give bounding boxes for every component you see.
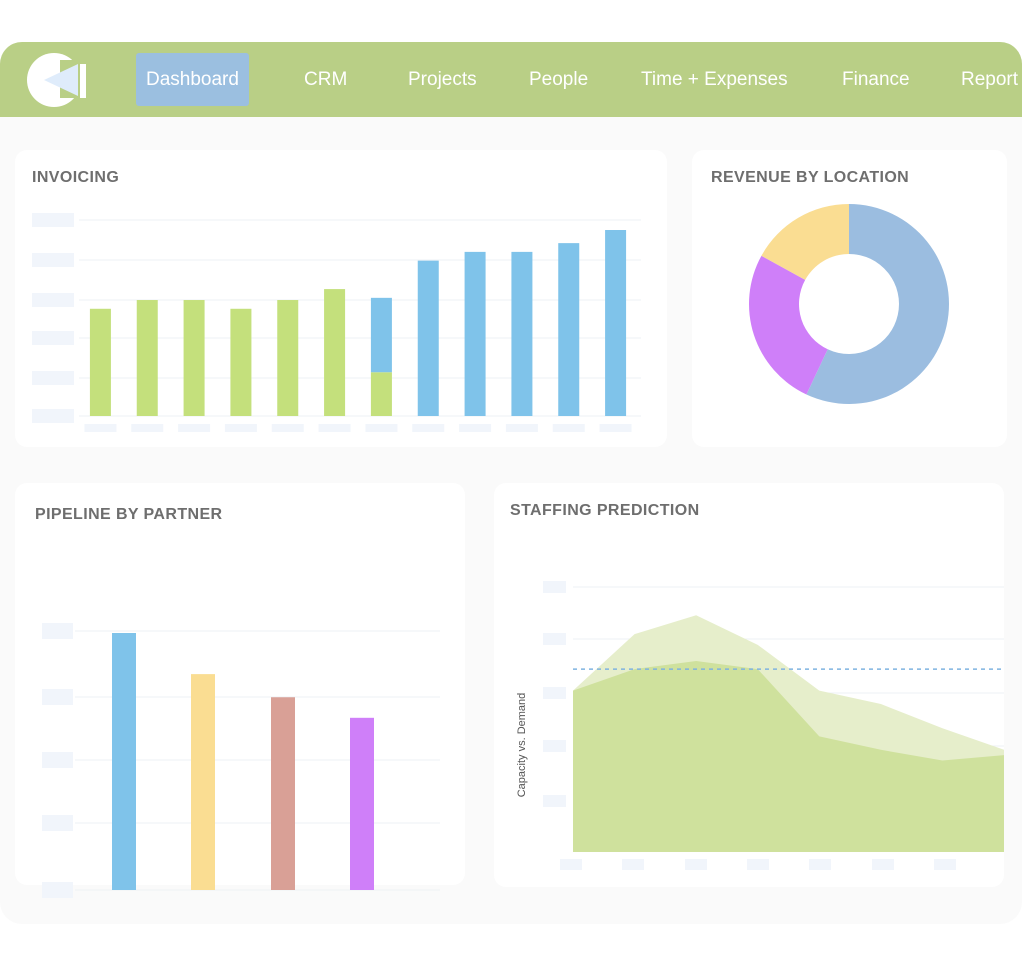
invoicing-bar [605, 230, 627, 416]
invoicing-xtick-placeholder [365, 424, 398, 432]
staffing-ytick-placeholder [543, 795, 566, 807]
nav-tab-projects[interactable]: Projects [408, 69, 477, 90]
app-window: Dashboard CRM Projects People Time + Exp… [0, 42, 1022, 924]
pipeline-ytick-placeholder [42, 752, 73, 768]
pipeline-bar [350, 717, 374, 890]
staffing-ytick-placeholder [543, 581, 566, 593]
pipeline-ytick-placeholder [42, 623, 73, 639]
pipeline-ytick-placeholder [42, 689, 73, 705]
invoicing-bar [183, 300, 205, 416]
invoicing-ytick-placeholder [32, 293, 74, 307]
invoicing-ytick-placeholder [32, 331, 74, 345]
invoicing-xtick-placeholder [271, 424, 304, 432]
staffing-xtick-placeholder [560, 859, 582, 870]
revenue-title: REVENUE BY LOCATION [711, 169, 910, 186]
invoicing-xtick-placeholder [599, 424, 632, 432]
staffing-xtick-placeholder [934, 859, 956, 870]
pipeline-card: PIPELINE BY PARTNER [15, 483, 465, 898]
invoicing-bar [324, 289, 346, 416]
nav-tab-dashboard[interactable]: Dashboard [136, 53, 249, 106]
nav-tab-people[interactable]: People [529, 69, 589, 90]
invoicing-ytick-placeholder [32, 371, 74, 385]
nav-tab-time-expenses[interactable]: Time + Expenses [641, 69, 788, 90]
pipeline-chart [42, 623, 440, 898]
invoicing-xtick-placeholder [178, 424, 211, 432]
revenue-donut-chart [749, 204, 949, 404]
revenue-donut-slice [761, 204, 849, 280]
staffing-card: STAFFING PREDICTION Capacity vs. Demand [494, 483, 1004, 887]
staffing-xtick-placeholder [685, 859, 707, 870]
staffing-ytick-placeholder [543, 740, 566, 752]
staffing-xtick-placeholder [747, 859, 769, 870]
invoicing-xtick-placeholder [505, 424, 538, 432]
top-navigation-bar: Dashboard CRM Projects People Time + Exp… [0, 42, 1022, 117]
pipeline-bar [271, 697, 295, 890]
staffing-xtick-placeholder [872, 859, 894, 870]
app-logo[interactable] [26, 52, 88, 108]
staffing-xtick-placeholder [809, 859, 831, 870]
invoicing-bar [89, 308, 111, 416]
invoicing-bar [464, 251, 486, 416]
invoicing-xtick-placeholder [412, 424, 445, 432]
invoicing-xtick-placeholder [224, 424, 257, 432]
staffing-ylabel: Capacity vs. Demand [516, 693, 528, 798]
staffing-ytick-placeholder [543, 687, 566, 699]
invoicing-xtick-placeholder [459, 424, 492, 432]
revenue-card: REVENUE BY LOCATION [692, 150, 1007, 447]
pipeline-ytick-placeholder [42, 815, 73, 831]
invoicing-bar [136, 300, 158, 416]
invoicing-ytick-placeholder [32, 213, 74, 227]
pipeline-bar [112, 633, 136, 890]
nav-tab-crm[interactable]: CRM [304, 69, 348, 90]
invoicing-xtick-placeholder [552, 424, 585, 432]
invoicing-xtick-placeholder [131, 424, 164, 432]
invoicing-bar [230, 308, 252, 416]
pipeline-bar [191, 674, 215, 890]
invoicing-bar [511, 251, 533, 416]
invoicing-bar [370, 372, 392, 416]
logo-bar [80, 64, 86, 98]
invoicing-bar [277, 300, 299, 416]
invoicing-card: INVOICING [15, 150, 667, 447]
invoicing-ytick-placeholder [32, 409, 74, 423]
staffing-ytick-placeholder [543, 633, 566, 645]
revenue-donut-slice [806, 204, 949, 404]
invoicing-ytick-placeholder [32, 253, 74, 267]
nav-tab-report[interactable]: Report [961, 69, 1019, 90]
invoicing-title: INVOICING [32, 169, 120, 186]
invoicing-bar [558, 243, 580, 416]
staffing-title: STAFFING PREDICTION [510, 502, 700, 519]
invoicing-chart [32, 213, 641, 432]
staffing-xtick-placeholder [622, 859, 644, 870]
logo-play-shape [44, 64, 78, 96]
staffing-chart: Capacity vs. Demand [516, 581, 1004, 870]
invoicing-bar [370, 297, 392, 373]
pipeline-ytick-placeholder [42, 882, 73, 898]
staffing-capacity-area [573, 661, 1004, 852]
invoicing-bar [417, 260, 439, 416]
nav-tab-finance[interactable]: Finance [842, 69, 910, 90]
pipeline-title: PIPELINE BY PARTNER [35, 506, 223, 523]
revenue-donut-slice [749, 255, 828, 395]
invoicing-xtick-placeholder [84, 424, 117, 432]
invoicing-xtick-placeholder [318, 424, 351, 432]
